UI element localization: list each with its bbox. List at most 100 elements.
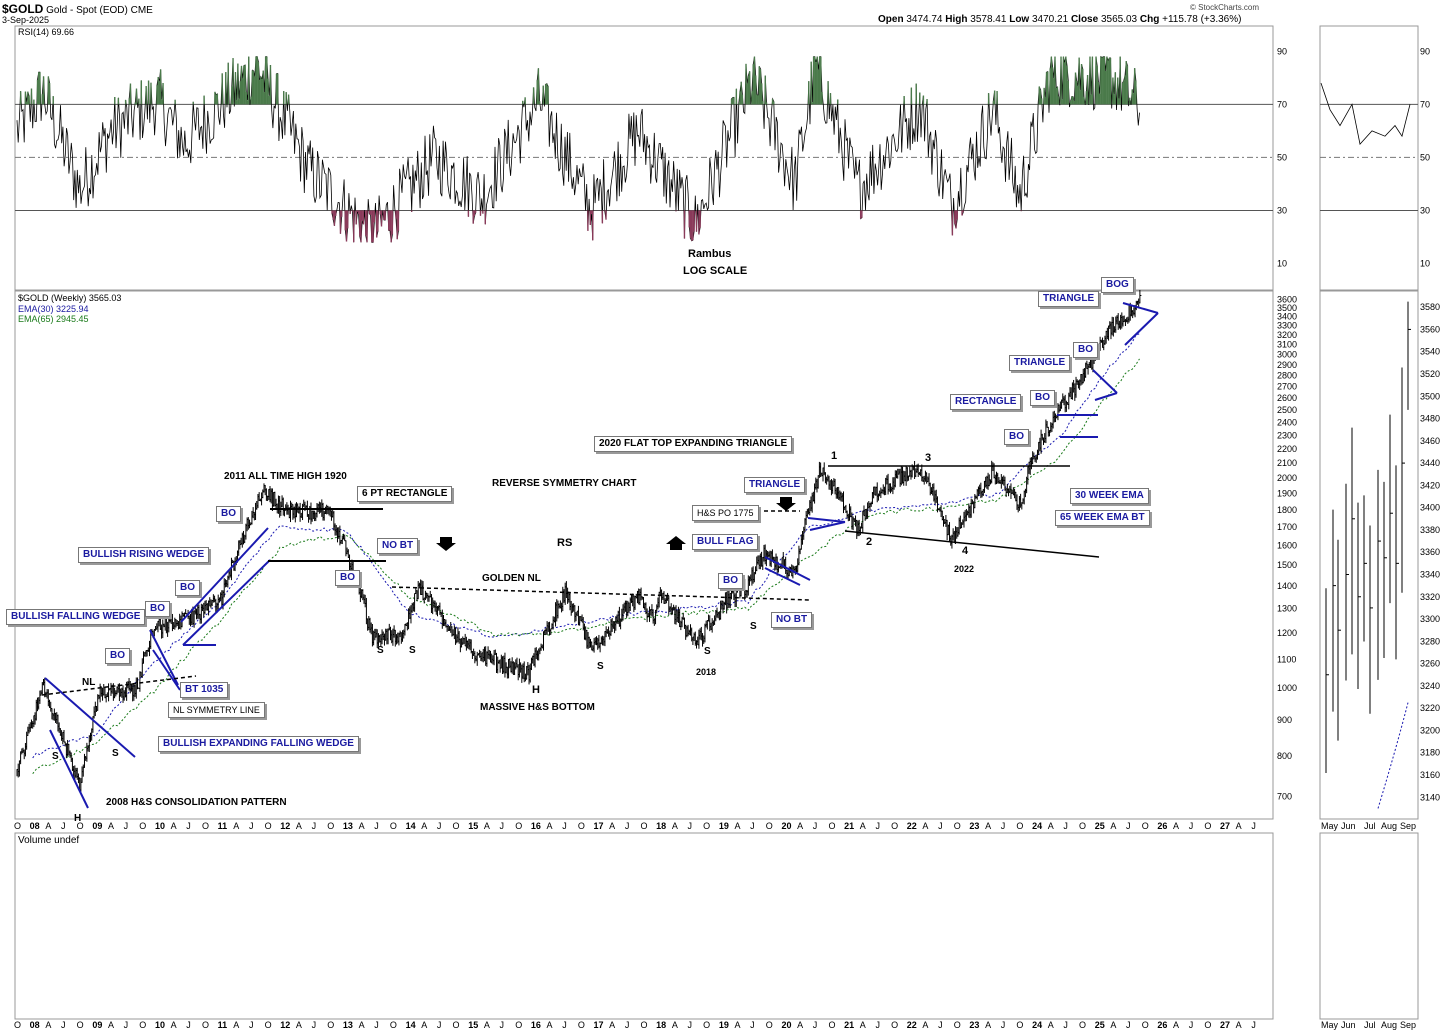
rsi-legend: RSI(14) 69.66 bbox=[18, 27, 75, 37]
daily-price-tick-label: 3340 bbox=[1420, 569, 1440, 579]
x-tick-label: A bbox=[108, 821, 114, 831]
annotation-bo-8: BO bbox=[1004, 429, 1029, 445]
x-tick-label-volume: O bbox=[1016, 1020, 1023, 1030]
x-axis: OO0808AAJJOO0909AAJJOO1010AAJJOO1111AAJJ… bbox=[14, 821, 1416, 1030]
x-tick-label: A bbox=[797, 821, 803, 831]
x-tick-label-volume: O bbox=[641, 1020, 648, 1030]
annotation-bo-9: BO bbox=[1030, 390, 1055, 406]
rsi-tick-label: 10 bbox=[1277, 258, 1287, 268]
x-tick-label: J bbox=[1063, 821, 1068, 831]
triangle1-upper bbox=[807, 517, 846, 523]
x-tick-label-volume: 23 bbox=[969, 1020, 979, 1030]
x-tick-label: 09 bbox=[92, 821, 102, 831]
x-tick-label: O bbox=[202, 821, 209, 831]
annotation-point-3: 3 bbox=[925, 452, 932, 464]
x-tick-label-volume: 08 bbox=[30, 1020, 40, 1030]
x-tick-label: O bbox=[327, 821, 334, 831]
annotation-no-bt-1: NO BT bbox=[377, 538, 419, 554]
daily-rsi-tick-label: 70 bbox=[1420, 99, 1430, 109]
x-tick-label-volume: O bbox=[766, 1020, 773, 1030]
price-tick-label: 2800 bbox=[1277, 371, 1297, 381]
x-tick-label: J bbox=[1251, 821, 1256, 831]
x-tick-label: J bbox=[61, 821, 66, 831]
x-tick-label: J bbox=[1001, 821, 1006, 831]
wedge-line-lower bbox=[49, 729, 89, 809]
annotation-2018: 2018 bbox=[696, 667, 717, 677]
annotation-flat-top: 2020 FLAT TOP EXPANDING TRIANGLE bbox=[594, 436, 793, 452]
x-tick-label: J bbox=[875, 821, 880, 831]
x-tick-label-volume: J bbox=[562, 1020, 567, 1030]
annotation-s-right: S bbox=[112, 748, 119, 759]
pattern-lines bbox=[44, 302, 1159, 809]
x-tick-label: 19 bbox=[719, 821, 729, 831]
price-tick-label: 1600 bbox=[1277, 541, 1297, 551]
x-tick-label: A bbox=[171, 821, 177, 831]
annotation-bullish-falling-wedge: BULLISH FALLING WEDGE bbox=[6, 609, 146, 625]
annotation-bog: BOG bbox=[1101, 277, 1134, 293]
x-tick-label-volume: J bbox=[938, 1020, 943, 1030]
rsi-grid: 90 90 70 70 50 50 30 30 10 10 bbox=[15, 46, 1430, 268]
annotation-bo-6: BO bbox=[335, 570, 360, 586]
x-tick-label-volume: J bbox=[687, 1020, 692, 1030]
x-tick-label-volume: J bbox=[1001, 1020, 1006, 1030]
x-tick-label: A bbox=[484, 821, 490, 831]
x-tick-label-volume: O bbox=[1204, 1020, 1211, 1030]
price-tick-label: 900 bbox=[1277, 715, 1292, 725]
x-tick-label: O bbox=[390, 821, 397, 831]
price-legend: $GOLD (Weekly) 3565.03 bbox=[18, 293, 122, 303]
annotation-no-bt-2: NO BT bbox=[771, 612, 813, 628]
price-tick-label: 1400 bbox=[1277, 581, 1297, 591]
x-tick-label: 10 bbox=[155, 821, 165, 831]
x-tick-label-volume: A bbox=[860, 1020, 866, 1030]
exchange: CME bbox=[130, 5, 153, 16]
chart-header-left: $GOLD Gold - Spot (EOD) CME bbox=[2, 2, 153, 16]
x-tick-label-volume: 18 bbox=[656, 1020, 666, 1030]
x-tick-label-volume: A bbox=[45, 1020, 51, 1030]
triangle2-upper bbox=[1092, 369, 1118, 394]
x-tick-label-volume: A bbox=[922, 1020, 928, 1030]
x-tick-label-volume: 13 bbox=[343, 1020, 353, 1030]
price-tick-label: 2400 bbox=[1277, 417, 1297, 427]
annotation-bullish-expanding-falling-wedge: BULLISH EXPANDING FALLING WEDGE bbox=[158, 736, 359, 752]
annotation-nl-symmetry: NL SYMMETRY LINE bbox=[168, 702, 265, 718]
price-tick-label: 1900 bbox=[1277, 488, 1297, 498]
daily-price-tick-label: 3460 bbox=[1420, 436, 1440, 446]
x-tick-label: A bbox=[734, 821, 740, 831]
symbol-description: Gold - Spot (EOD) bbox=[46, 5, 128, 16]
x-tick-label: O bbox=[954, 821, 961, 831]
daily-rsi-tick-label: 10 bbox=[1420, 258, 1430, 268]
price-tick-label: 3200 bbox=[1277, 330, 1297, 340]
x-tick-label-volume: A bbox=[734, 1020, 740, 1030]
open-label: Open bbox=[878, 14, 904, 25]
x-tick-label: J bbox=[562, 821, 567, 831]
falling-wedge-upper bbox=[149, 629, 179, 686]
x-tick-label-volume: J bbox=[124, 1020, 129, 1030]
price-tick-label: 1500 bbox=[1277, 560, 1297, 570]
annotation-bullish-rising-wedge: BULLISH RISING WEDGE bbox=[78, 547, 210, 563]
x-tick-label-volume: 09 bbox=[92, 1020, 102, 1030]
watermark-rambus: Rambus bbox=[688, 248, 732, 260]
annotation-30-week-ema: 30 WEEK EMA bbox=[1070, 488, 1149, 504]
x-tick-label-volume: O bbox=[1079, 1020, 1086, 1030]
x-tick-label: A bbox=[359, 821, 365, 831]
stockcharts-credit[interactable]: © StockCharts.com bbox=[1190, 3, 1260, 12]
x-tick-label-volume: O bbox=[327, 1020, 334, 1030]
annotation-s1: S bbox=[377, 645, 384, 656]
x-tick-label: J bbox=[437, 821, 442, 831]
x-tick-label-volume: A bbox=[421, 1020, 427, 1030]
annotation-bt-1035: BT 1035 bbox=[180, 682, 229, 698]
annotation-6pt-rectangle: 6 PT RECTANGLE bbox=[357, 486, 453, 502]
triangle3-upper bbox=[1122, 302, 1159, 314]
annotation-massive-hs: MASSIVE H&S BOTTOM bbox=[480, 702, 595, 713]
x-tick-label-volume: O bbox=[578, 1020, 585, 1030]
x-tick-label: 13 bbox=[343, 821, 353, 831]
daily-price-tick-label: 3200 bbox=[1420, 725, 1440, 735]
down-arrow-icon bbox=[436, 537, 456, 551]
black-lines bbox=[41, 465, 1100, 696]
x-tick-label-volume: J bbox=[1126, 1020, 1131, 1030]
ema65-legend: EMA(65) 2945.45 bbox=[18, 314, 89, 324]
daily-x-tick-label-volume: Jun bbox=[1341, 1020, 1356, 1030]
x-tick-label-volume: J bbox=[750, 1020, 755, 1030]
x-tick-label-volume: O bbox=[265, 1020, 272, 1030]
price-grid: 3600350034003300320031003000290028002700… bbox=[1277, 294, 1440, 802]
